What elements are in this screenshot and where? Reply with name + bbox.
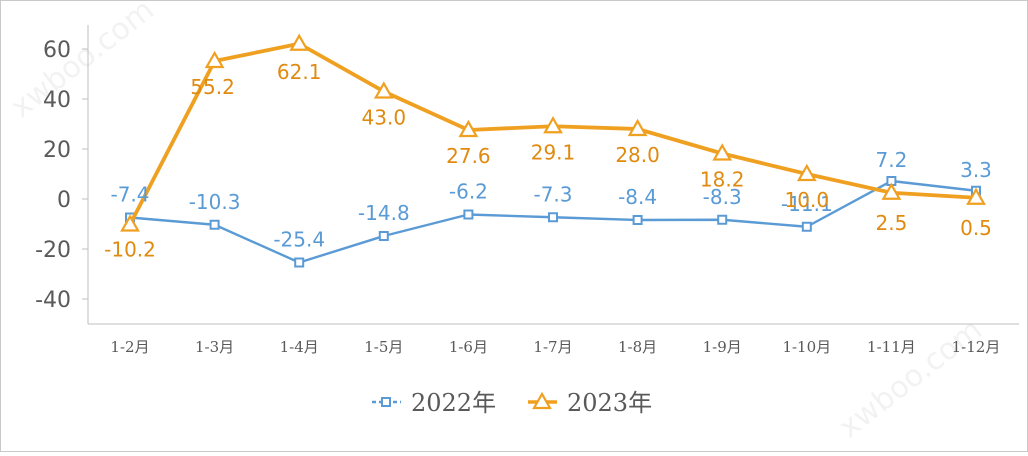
point-2022 [463, 209, 474, 220]
y-tick-label: -40 [35, 288, 71, 313]
watermark-bottom: xwboo.com [832, 312, 988, 445]
x-tick-label: 1-3月 [195, 338, 234, 356]
watermark-top: xwboo.com [4, 1, 160, 125]
point-2023 [373, 81, 394, 99]
point-2022 [209, 219, 220, 230]
legend-label-2022: 2022年 [411, 389, 496, 417]
legend-label-2023: 2023年 [567, 389, 652, 417]
y-tick-label: 20 [43, 138, 71, 163]
watermark-layer: xwboo.com xwboo.com [4, 0, 988, 445]
data-label-2022: -8.3 [703, 185, 742, 209]
data-label-2023: -10.2 [104, 238, 156, 262]
point-2022 [378, 231, 389, 241]
x-tick-label: 1-6月 [449, 338, 488, 356]
x-tick-label: 1-5月 [364, 338, 403, 356]
x-tick-label: 1-10月 [782, 338, 831, 356]
legend-marker-2023 [532, 391, 552, 410]
y-tick-label: 0 [57, 188, 71, 213]
data-label-2023: 29.1 [531, 140, 576, 164]
x-tick-label: 1-2月 [110, 338, 149, 356]
point-2022 [548, 212, 558, 223]
x-tick-label: 1-8月 [618, 338, 657, 356]
data-label-2022: 3.3 [960, 158, 992, 182]
y-tick-label: -20 [35, 238, 71, 263]
point-2022 [801, 221, 812, 232]
data-label-2022: -11.1 [781, 192, 833, 216]
x-tick-label: 1-7月 [533, 338, 572, 356]
point-2023 [120, 214, 140, 232]
point-2023 [543, 116, 563, 134]
series-lines [120, 33, 986, 268]
data-label-2023: 28.0 [615, 143, 660, 167]
legend: 2022年 2023年 [372, 389, 652, 417]
data-label-2023: 27.6 [446, 144, 491, 168]
point-2023 [289, 33, 310, 51]
point-2023 [796, 163, 817, 182]
axes: 60 40 20 0 -20 -40 1-2月 1-3月 1-4月 1-5月 1-6月 1-7月 1-8… [35, 25, 1019, 356]
data-label-2023: 62.1 [277, 60, 322, 84]
point-2023 [712, 143, 733, 161]
legend-marker-2022 [381, 397, 391, 407]
point-2023 [458, 119, 479, 138]
data-label-2022: -14.8 [358, 201, 410, 225]
data-label-2022: -25.4 [273, 228, 325, 252]
data-label-2023: 18.2 [700, 168, 745, 192]
point-2023 [204, 50, 225, 69]
data-label-2022: 7.2 [875, 148, 907, 172]
x-tick-label: 1-11月 [867, 338, 916, 356]
data-label-2022: -7.3 [533, 182, 572, 206]
point-2023 [627, 118, 648, 137]
x-tick-label: 1-12月 [952, 338, 1001, 356]
data-label-2023: 10.0 [785, 188, 830, 212]
point-2022 [632, 215, 643, 225]
data-label-2023: 55.2 [190, 75, 235, 99]
data-label-2022: -8.4 [618, 185, 657, 209]
data-label-2023: 43.0 [362, 106, 407, 130]
x-tick-label: 1-9月 [703, 338, 742, 356]
point-2022 [717, 214, 728, 225]
data-label-2023: 2.5 [875, 211, 907, 235]
point-2023 [966, 187, 986, 205]
point-2022 [294, 257, 305, 268]
data-label-2022: -10.3 [189, 190, 241, 214]
x-tick-label: 1-4月 [280, 338, 319, 356]
data-label-2023: 0.5 [960, 216, 992, 240]
data-label-2022: -6.2 [449, 180, 488, 204]
y-tick-label: 40 [43, 88, 71, 113]
data-label-2022: -7.4 [110, 183, 149, 207]
data-labels: -7.4 -10.3 -25.4 -14.8 -6.2 -7.3 -8.4 -8.3 -11.1… [104, 60, 992, 262]
y-tick-label: 60 [43, 38, 71, 63]
point-2023 [881, 182, 902, 200]
